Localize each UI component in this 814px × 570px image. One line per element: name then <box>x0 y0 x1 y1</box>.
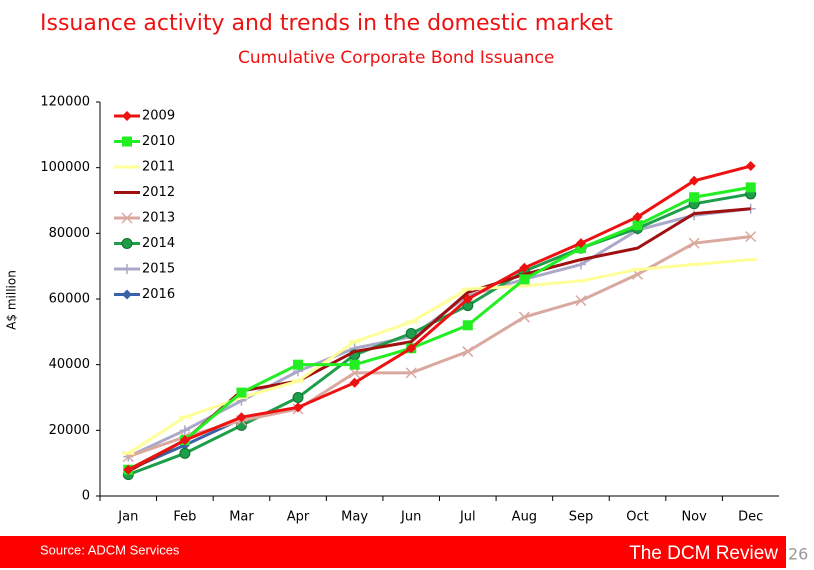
marker <box>122 111 132 121</box>
y-tick-label: 0 <box>82 489 90 504</box>
footer-brand: The DCM Review <box>629 543 778 564</box>
marker <box>123 464 134 475</box>
marker <box>406 343 417 354</box>
marker <box>745 161 756 172</box>
x-tick-label: Jul <box>459 510 476 525</box>
marker <box>518 311 530 323</box>
marker <box>405 367 417 379</box>
legend-label: 2012 <box>142 185 175 200</box>
series-line <box>127 207 751 458</box>
legend-label: 2011 <box>142 160 175 175</box>
x-tick-label: Apr <box>287 510 310 525</box>
marker <box>179 435 190 446</box>
marker <box>519 262 530 273</box>
y-tick-label: 80000 <box>49 226 90 241</box>
x-tick-label: Nov <box>681 510 707 525</box>
marker <box>121 212 133 224</box>
marker <box>122 136 132 147</box>
marker <box>349 377 360 388</box>
x-tick-label: Dec <box>738 510 763 525</box>
marker <box>122 289 132 300</box>
legend-label: 2014 <box>142 236 175 251</box>
x-tick-label: May <box>341 510 368 525</box>
marker <box>122 264 132 274</box>
legend-label: 2010 <box>142 134 175 149</box>
marker <box>745 231 757 243</box>
marker <box>349 359 360 370</box>
marker <box>179 425 190 436</box>
marker <box>632 211 643 222</box>
marker <box>519 274 530 285</box>
footer-source: Source: ADCM Services <box>40 542 180 557</box>
series-line <box>127 235 751 459</box>
series-line <box>127 185 751 472</box>
marker <box>575 295 587 307</box>
legend-label: 2013 <box>142 211 175 226</box>
marker <box>462 346 474 358</box>
legend-label: 2016 <box>142 287 175 302</box>
marker <box>292 392 304 403</box>
marker <box>293 402 304 413</box>
marker <box>293 359 304 370</box>
marker <box>236 387 247 398</box>
marker <box>462 320 473 331</box>
marker <box>179 447 191 459</box>
marker <box>405 327 417 339</box>
x-tick-label: Mar <box>229 510 254 525</box>
series-line <box>127 192 751 477</box>
slide-title: Issuance activity and trends in the dome… <box>40 11 613 36</box>
page-number: 26 <box>788 545 808 564</box>
marker <box>632 220 643 231</box>
y-tick-label: 60000 <box>49 292 90 307</box>
series-line <box>127 164 752 472</box>
legend-label: 2015 <box>142 262 175 277</box>
marker <box>745 182 756 193</box>
marker <box>575 259 586 270</box>
marker <box>236 412 247 423</box>
marker <box>121 238 133 249</box>
x-tick-label: Oct <box>626 510 648 525</box>
marker <box>689 192 700 203</box>
y-tick-label: 40000 <box>49 357 90 372</box>
x-tick-label: Feb <box>173 510 196 525</box>
marker <box>688 237 700 249</box>
x-tick-label: Jun <box>400 510 421 525</box>
marker <box>689 175 700 186</box>
marker <box>575 238 586 249</box>
footer-bar <box>0 536 786 568</box>
x-tick-label: Jan <box>117 510 138 525</box>
marker <box>462 294 473 304</box>
chart-title: Cumulative Corporate Bond Issuance <box>238 48 554 68</box>
x-tick-label: Sep <box>569 510 594 525</box>
y-tick-label: 100000 <box>40 160 90 175</box>
y-axis-label: A$ million <box>5 270 19 330</box>
y-tick-label: 20000 <box>49 423 90 438</box>
legend-label: 2009 <box>142 109 175 124</box>
x-tick-label: Aug <box>512 510 537 525</box>
series-line <box>127 207 751 473</box>
y-tick-label: 120000 <box>40 95 90 110</box>
